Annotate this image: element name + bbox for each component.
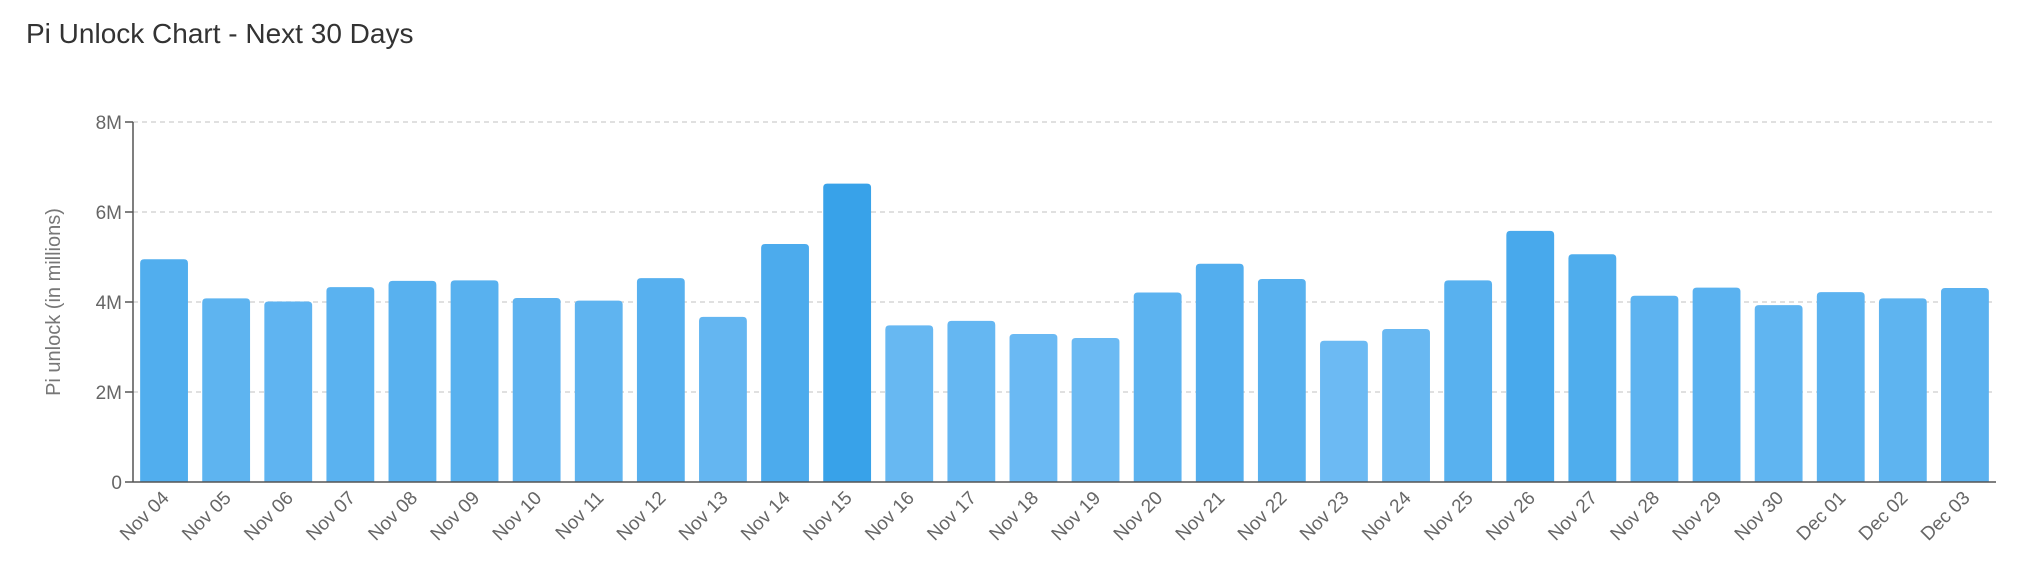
bar-nov-12 [636, 278, 685, 482]
bar-nov-18 [1009, 333, 1058, 482]
bar-dec-02 [1878, 298, 1927, 482]
x-tick-label: Nov 12 [613, 488, 670, 545]
x-tick-label: Nov 24 [1358, 487, 1416, 545]
bar-nov-14 [761, 243, 809, 482]
bar-nov-27 [1568, 254, 1617, 482]
bar-nov-10 [512, 297, 561, 482]
bar-nov-22 [1257, 279, 1306, 482]
bar-nov-09 [450, 280, 499, 482]
x-tick-label: Nov 06 [240, 488, 297, 545]
x-tick-label: Nov 29 [1669, 488, 1726, 545]
x-tick-label: Nov 09 [427, 488, 484, 545]
x-tick-label: Nov 08 [365, 488, 422, 545]
x-tick-label: Dec 01 [1793, 488, 1850, 545]
y-axis-title: Pi unlock (in millions) [43, 208, 65, 396]
bar-nov-28 [1630, 295, 1679, 482]
x-tick-label: Nov 05 [178, 488, 235, 545]
bar-nov-16 [885, 325, 934, 482]
bar-nov-07 [326, 287, 375, 482]
bar-dec-01 [1816, 292, 1865, 482]
y-tick-label: 2M [96, 383, 122, 404]
bar-nov-08 [388, 280, 437, 482]
y-tick-label: 8M [96, 113, 122, 134]
x-tick-label: Nov 04 [116, 487, 174, 545]
bar-nov-17 [947, 320, 996, 482]
axes [125, 121, 1996, 483]
y-tick-label: 6M [96, 203, 122, 224]
x-tick-label: Dec 02 [1855, 488, 1912, 545]
x-tick-label: Nov 13 [675, 488, 732, 545]
x-tick-label: Nov 14 [737, 487, 795, 545]
y-tick-labels: 0 2M 4M 6M 8M [96, 113, 122, 494]
x-tick-label: Nov 10 [489, 488, 546, 545]
x-tick-label: Nov 23 [1296, 488, 1353, 545]
x-tick-label: Nov 16 [861, 488, 918, 545]
gridlines [133, 121, 1996, 393]
bar-nov-05 [202, 298, 251, 482]
x-tick-label: Nov 27 [1544, 488, 1601, 545]
x-tick-label: Nov 25 [1420, 488, 1477, 545]
bar-nov-19 [1071, 338, 1120, 482]
bar-nov-24 [1382, 329, 1430, 482]
x-tick-label: Nov 19 [1048, 488, 1105, 545]
bar-nov-25 [1444, 280, 1493, 482]
x-tick-label: Nov 28 [1607, 488, 1664, 545]
bars [140, 183, 1989, 482]
x-tick-label: Nov 21 [1172, 488, 1229, 545]
bar-nov-30 [1754, 305, 1803, 482]
bar-nov-21 [1195, 263, 1244, 482]
bar-nov-04 [140, 259, 188, 482]
x-tick-label: Nov 26 [1482, 488, 1539, 545]
x-tick-label: Nov 17 [923, 488, 980, 545]
y-tick-label: 0 [111, 473, 122, 494]
y-tick-label: 4M [96, 293, 122, 314]
bar-nov-11 [574, 300, 623, 482]
x-tick-labels: Nov 04 Nov 05 Nov 06 Nov 07 Nov 08 Nov 09 Nov … [116, 487, 1974, 545]
bar-dec-03 [1941, 288, 1989, 482]
x-tick-label: Nov 07 [302, 488, 359, 545]
x-tick-label: Nov 20 [1110, 488, 1167, 545]
bar-nov-13 [699, 316, 747, 482]
x-tick-label: Dec 03 [1917, 488, 1974, 545]
bar-nov-06 [264, 301, 313, 482]
bar-nov-20 [1133, 292, 1182, 482]
x-tick-label: Nov 11 [552, 488, 608, 544]
chart-title: Pi Unlock Chart - Next 30 Days [26, 18, 414, 49]
bar-nov-26 [1506, 230, 1555, 482]
x-tick-label: Nov 15 [799, 488, 856, 545]
bar-nov-15 [823, 183, 872, 482]
bar-nov-29 [1692, 287, 1741, 482]
x-tick-label: Nov 22 [1234, 488, 1291, 545]
x-tick-label: Nov 18 [986, 488, 1043, 545]
bar-nov-23 [1320, 340, 1368, 482]
x-tick-label: Nov 30 [1731, 488, 1788, 545]
